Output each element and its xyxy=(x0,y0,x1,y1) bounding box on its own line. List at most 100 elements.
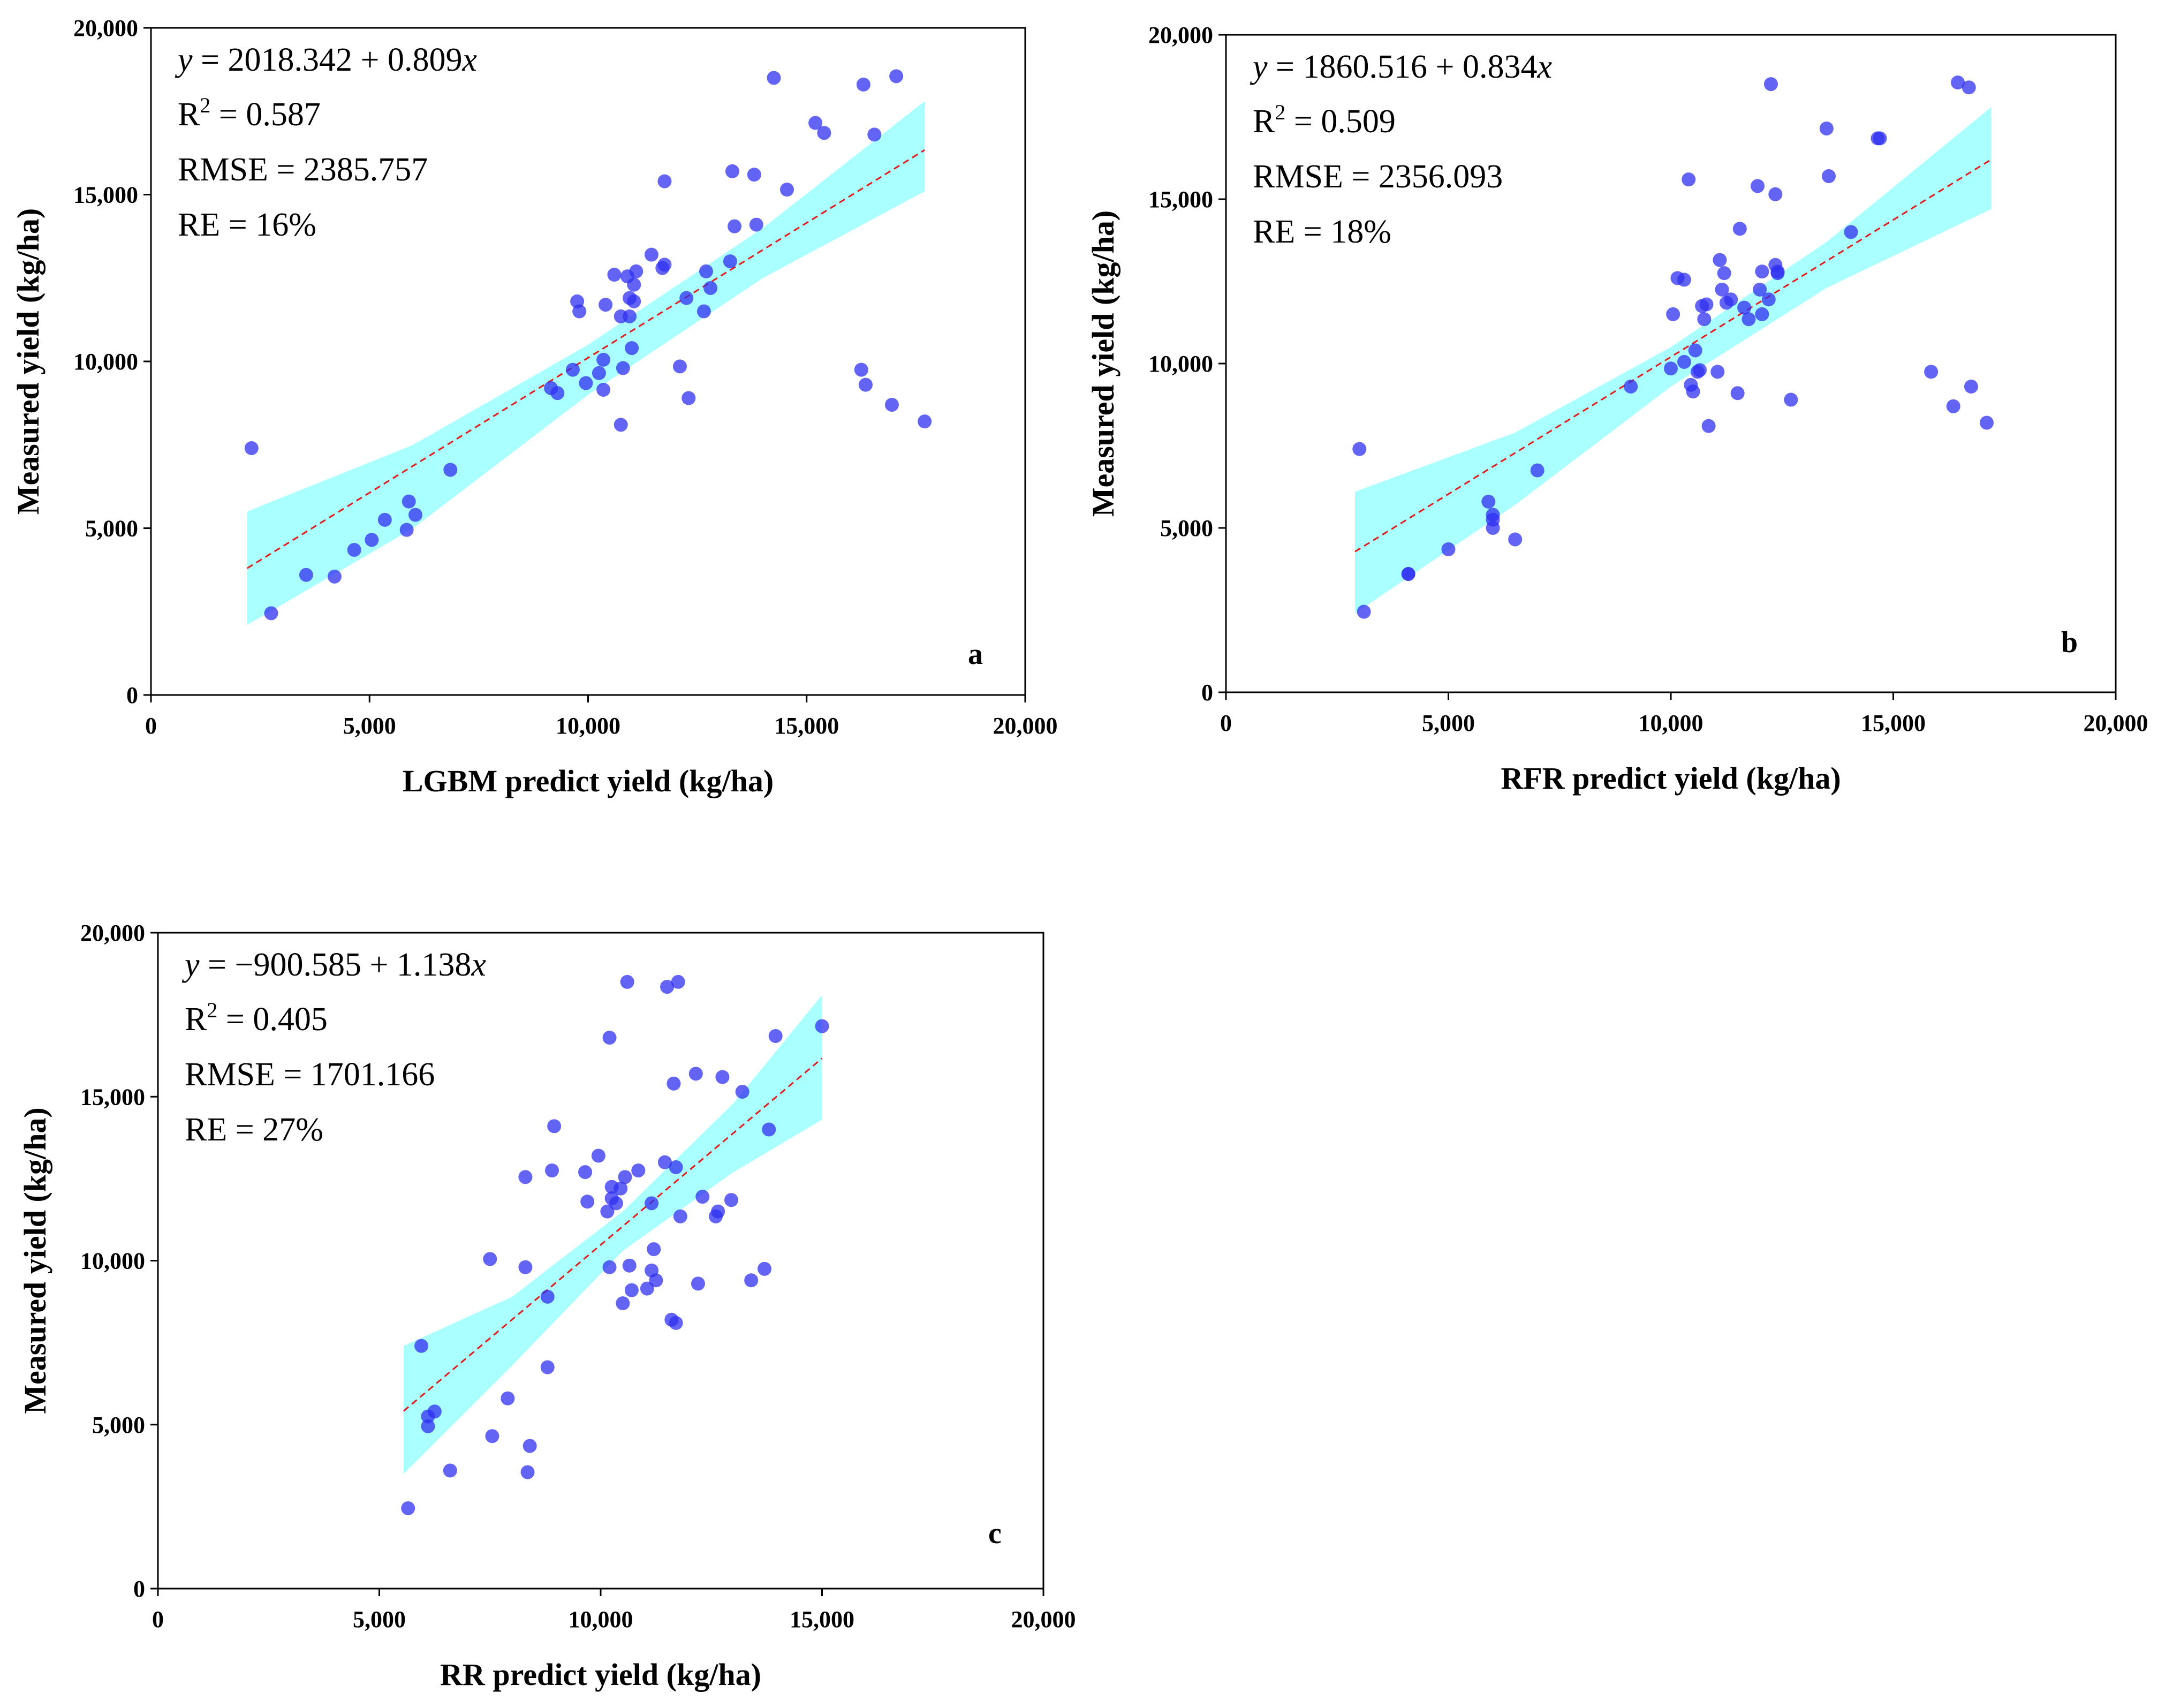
y-tick-label: 5,000 xyxy=(1160,515,1213,541)
data-point xyxy=(1755,307,1769,321)
y-tick-label: 0 xyxy=(133,1576,145,1602)
data-point xyxy=(631,1163,646,1178)
x-tick-label: 0 xyxy=(1220,710,1232,736)
data-point xyxy=(703,281,718,295)
y-tick-label: 20,000 xyxy=(73,15,138,41)
data-point xyxy=(545,1163,559,1178)
data-point xyxy=(1924,365,1939,379)
data-point xyxy=(884,397,899,412)
data-point xyxy=(1768,187,1783,201)
data-point xyxy=(1784,392,1798,407)
x-tick-label: 20,000 xyxy=(993,713,1058,739)
data-point xyxy=(624,1283,639,1297)
data-point xyxy=(724,1193,738,1207)
data-point xyxy=(578,1165,593,1180)
x-axis-title: RFR predict yield (kg/ha) xyxy=(1501,761,1841,796)
data-point xyxy=(485,1429,499,1444)
data-point xyxy=(550,386,565,400)
rmse-label: RMSE = 2385.757 xyxy=(178,152,428,188)
data-point xyxy=(647,1242,661,1257)
x-tick-label: 20,000 xyxy=(1011,1606,1076,1633)
x-axis-title: RR predict yield (kg/ha) xyxy=(440,1657,761,1692)
x-tick-label: 10,000 xyxy=(556,713,620,739)
data-point xyxy=(854,362,868,377)
data-point xyxy=(1730,386,1745,400)
data-point xyxy=(408,508,422,522)
data-point xyxy=(402,494,416,509)
r-squared-label: R2 = 0.587 xyxy=(178,93,321,133)
data-point xyxy=(889,69,904,84)
data-point xyxy=(1688,343,1702,358)
data-point xyxy=(1755,264,1769,279)
panel-c: 00 5,000 5,000 10,000 10,000 15,000 15,000 20,0… xyxy=(18,920,1076,1692)
data-point xyxy=(1441,542,1456,556)
data-point xyxy=(817,126,831,140)
data-point xyxy=(749,217,763,232)
data-point xyxy=(1713,253,1727,267)
data-point xyxy=(627,277,641,292)
data-point xyxy=(762,1122,776,1137)
data-point xyxy=(1664,361,1678,376)
data-point xyxy=(347,542,361,557)
data-point xyxy=(1701,419,1716,433)
data-point xyxy=(1822,169,1836,184)
data-point xyxy=(1486,521,1500,535)
x-tick-label: 15,000 xyxy=(774,713,839,739)
re-label: RE = 16% xyxy=(178,207,316,243)
data-point xyxy=(1697,312,1712,327)
data-point xyxy=(421,1419,435,1433)
data-point xyxy=(443,1463,457,1478)
data-point xyxy=(602,1260,617,1274)
data-point xyxy=(299,568,313,582)
r-squared-label: R2 = 0.509 xyxy=(1253,100,1396,140)
data-point xyxy=(744,1273,759,1288)
data-point xyxy=(657,174,672,188)
data-point xyxy=(264,606,278,621)
data-point xyxy=(1737,300,1752,315)
data-point xyxy=(1693,363,1707,377)
data-point xyxy=(711,1204,725,1219)
data-point xyxy=(725,164,739,178)
data-point xyxy=(1980,415,1994,430)
data-point xyxy=(579,376,593,390)
data-point xyxy=(1686,384,1700,399)
data-point xyxy=(1717,266,1731,281)
data-point xyxy=(671,974,685,989)
data-point xyxy=(780,183,794,197)
data-point xyxy=(867,127,882,142)
data-point xyxy=(1844,225,1858,239)
data-point xyxy=(580,1195,595,1209)
data-point xyxy=(1873,131,1887,146)
data-point xyxy=(1699,297,1714,312)
data-point xyxy=(443,463,458,477)
data-point xyxy=(696,304,711,319)
data-point xyxy=(640,1281,654,1296)
data-point xyxy=(592,366,606,380)
data-point xyxy=(596,382,611,397)
data-point xyxy=(1624,379,1638,394)
data-point xyxy=(757,1261,771,1276)
data-point xyxy=(679,291,694,305)
data-point xyxy=(616,1296,630,1311)
data-point xyxy=(669,1316,683,1330)
data-point xyxy=(728,219,742,233)
data-point xyxy=(483,1252,497,1266)
data-point xyxy=(815,1019,829,1033)
y-tick-label: 15,000 xyxy=(80,1084,145,1110)
data-point xyxy=(1761,292,1776,307)
data-point xyxy=(501,1391,515,1405)
data-point xyxy=(768,1029,783,1043)
data-point xyxy=(616,361,630,375)
x-tick-label: 10,000 xyxy=(1639,710,1703,736)
y-tick-label: 0 xyxy=(1201,679,1213,706)
data-point xyxy=(644,247,658,262)
data-point xyxy=(1742,312,1756,327)
data-point xyxy=(918,414,932,429)
confidence-band xyxy=(1354,107,1992,614)
r-squared-label: R2 = 0.405 xyxy=(185,998,328,1038)
data-point xyxy=(1715,282,1729,297)
data-point xyxy=(682,391,696,405)
regression-equation: y = −900.585 + 1.138x xyxy=(181,947,486,983)
data-point xyxy=(401,1501,415,1515)
